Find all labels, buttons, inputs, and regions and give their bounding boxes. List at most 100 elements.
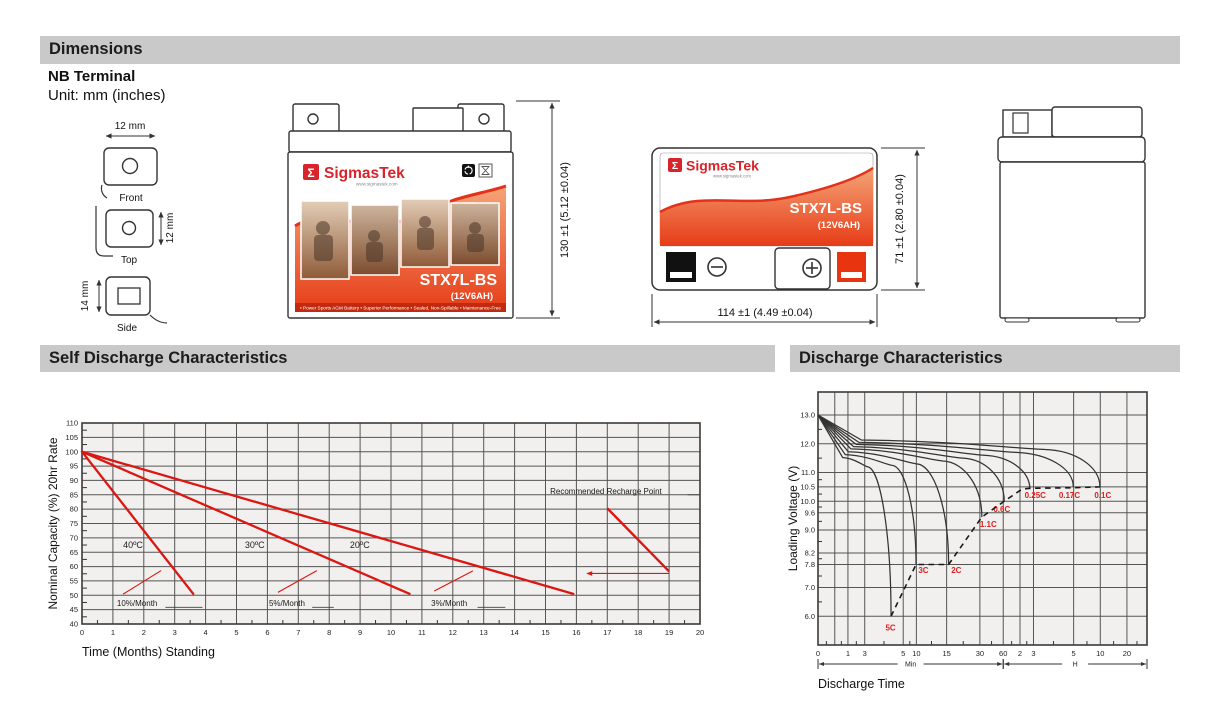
depth-dimension bbox=[881, 147, 925, 291]
rate-pointer-line bbox=[434, 570, 474, 592]
svg-text:14: 14 bbox=[510, 628, 518, 637]
terminal-diagrams: 12 mm Front 12 mm Top 14 mm Side bbox=[80, 121, 176, 334]
height-dimension bbox=[516, 100, 560, 319]
time-unit-brackets: Min H bbox=[817, 659, 1148, 669]
front-left-vent-hole bbox=[307, 113, 319, 125]
front-feature-stripe bbox=[295, 303, 506, 312]
series-20ºC bbox=[80, 450, 575, 595]
top-corner-bracket bbox=[95, 206, 113, 257]
svg-text:45: 45 bbox=[70, 605, 78, 614]
svg-text:110: 110 bbox=[66, 419, 78, 428]
svg-text:1: 1 bbox=[846, 649, 850, 658]
svg-text:9.6: 9.6 bbox=[805, 508, 815, 517]
model-name-front: STX7L-BS bbox=[420, 272, 498, 289]
series-label: 30ºC bbox=[245, 540, 265, 550]
hourglass-icon bbox=[478, 163, 493, 178]
svg-text:20: 20 bbox=[696, 628, 704, 637]
rate-label: 3%/Month bbox=[431, 599, 467, 608]
svg-text:15: 15 bbox=[942, 649, 950, 658]
svg-text:7: 7 bbox=[296, 628, 300, 637]
svg-text:2: 2 bbox=[142, 628, 146, 637]
plot-border bbox=[817, 391, 1148, 646]
x-axis-label: Discharge Time bbox=[818, 677, 905, 691]
svg-text:3: 3 bbox=[1031, 649, 1035, 658]
svg-text:11: 11 bbox=[418, 628, 426, 637]
brand-website: www.sigmastek.com bbox=[356, 182, 398, 187]
svg-text:10.5: 10.5 bbox=[800, 482, 815, 491]
unit-label-Min: Min bbox=[905, 662, 916, 669]
gridlines bbox=[818, 392, 1147, 645]
y-tick-labels: 110 105 100 95 90 85 80 75 70 65 60 55 50 45 40 bbox=[65, 419, 78, 629]
x-axis-label: Time (Months) Standing bbox=[82, 645, 215, 659]
svg-text:8: 8 bbox=[327, 628, 331, 637]
model-rating-top: (12V6AH) bbox=[818, 220, 860, 231]
nb-terminal-heading: NB Terminal bbox=[48, 68, 136, 85]
positive-symbol bbox=[802, 258, 822, 278]
front-lid-band bbox=[288, 130, 512, 153]
svg-text:65: 65 bbox=[70, 548, 78, 557]
rate-label: 5%/Month bbox=[269, 599, 305, 608]
svg-text:12.0: 12.0 bbox=[800, 439, 815, 448]
side-swoosh bbox=[149, 314, 168, 324]
svg-text:13: 13 bbox=[480, 628, 488, 637]
front-swoosh bbox=[100, 184, 108, 199]
front-right-vent-hole bbox=[478, 113, 490, 125]
svg-text:90: 90 bbox=[70, 476, 78, 485]
svg-text:19: 19 bbox=[665, 628, 673, 637]
side-dim-label: 14 mm bbox=[80, 281, 91, 312]
curve-0.17C bbox=[817, 414, 1074, 487]
front-terminal-hole bbox=[121, 157, 139, 175]
recharge-point-label: Recommended Recharge Point bbox=[550, 487, 662, 496]
side-foot-left bbox=[1004, 317, 1030, 323]
battery-top-view: Σ SigmasTek www.sigmastek.com STX7L-BS (… bbox=[651, 147, 925, 327]
negative-symbol bbox=[707, 257, 727, 277]
top-dim-label: 12 mm bbox=[165, 213, 176, 244]
recharge-arrowhead bbox=[586, 571, 593, 576]
side-terminal-slot bbox=[117, 287, 141, 305]
svg-text:50: 50 bbox=[70, 591, 78, 600]
sigma-logo-glyph: Σ bbox=[307, 166, 314, 180]
recycle-icon bbox=[462, 164, 475, 177]
svg-text:11.0: 11.0 bbox=[801, 468, 815, 477]
svg-text:10: 10 bbox=[912, 649, 920, 658]
curve-label-5C: 5C bbox=[885, 624, 895, 633]
svg-text:40: 40 bbox=[70, 620, 78, 629]
svg-text:8.2: 8.2 bbox=[805, 549, 815, 558]
discharge-chart: 0 1 3 5 10 15 30 60 2 3 5 10 2013.012.011.010.510.09… bbox=[786, 391, 1148, 691]
front-label-artwork: Σ SigmasTek www.sigmastek.com STX7L-BS (… bbox=[294, 158, 507, 312]
series-label: 40ºC bbox=[123, 540, 143, 550]
svg-text:7.0: 7.0 bbox=[805, 583, 815, 592]
curve-0.6C bbox=[817, 414, 1005, 502]
battery-side-view bbox=[997, 106, 1146, 323]
svg-text:12: 12 bbox=[449, 628, 457, 637]
front-photo-figures bbox=[314, 216, 484, 262]
svg-text:3: 3 bbox=[173, 628, 177, 637]
curve-label-0.17C: 0.17C bbox=[1059, 491, 1081, 500]
svg-text:4: 4 bbox=[204, 628, 208, 637]
svg-text:6.0: 6.0 bbox=[805, 612, 815, 621]
svg-text:60: 60 bbox=[70, 562, 78, 571]
y-tick-labels: 13.0 12.0 11.0 10.5 10.0 9.6 9.0 8.2 7.8 7.0 6.0 bbox=[800, 411, 815, 621]
top-terminal-shape bbox=[105, 209, 154, 248]
svg-text:5: 5 bbox=[234, 628, 238, 637]
svg-text:30: 30 bbox=[976, 649, 984, 658]
section-header-dimensions: Dimensions bbox=[40, 36, 1180, 64]
brand-website-top: www.sigmastek.com bbox=[713, 174, 751, 179]
svg-text:10.0: 10.0 bbox=[800, 497, 815, 506]
curve-label-1.1C: 1.1C bbox=[980, 520, 997, 529]
curve-label-0.6C: 0.6C bbox=[993, 505, 1010, 514]
top-label: Top bbox=[121, 255, 138, 266]
svg-text:10: 10 bbox=[387, 628, 395, 637]
x-tick-labels: 0 1 2 3 4 5 6 7 8 9 10 11 12 13 14 15 16 17 18 19 20 bbox=[80, 628, 704, 637]
svg-text:95: 95 bbox=[70, 462, 78, 471]
curve-label-0.25C: 0.25C bbox=[1025, 491, 1047, 500]
front-terminal-shape bbox=[103, 147, 158, 186]
section-title: Self Discharge Characteristics bbox=[49, 349, 288, 367]
svg-text:60: 60 bbox=[999, 649, 1007, 658]
svg-text:0: 0 bbox=[816, 649, 820, 658]
svg-text:16: 16 bbox=[572, 628, 580, 637]
curve-label-3C: 3C bbox=[918, 566, 928, 575]
curve-label-0.1C: 0.1C bbox=[1094, 491, 1111, 500]
self-discharge-chart: 0 1 2 3 4 5 6 7 8 9 10 11 12 13 14 15 16 17 18 19 2011010510… bbox=[46, 419, 704, 659]
